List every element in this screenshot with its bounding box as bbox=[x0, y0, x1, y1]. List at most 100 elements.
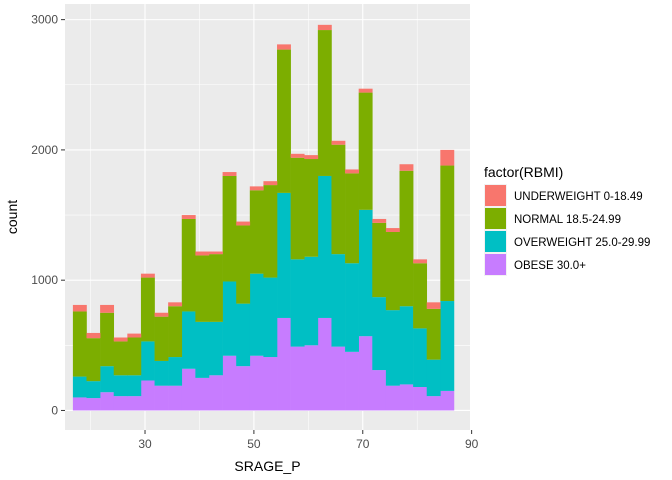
bar-segment bbox=[426, 308, 441, 360]
bar-segment bbox=[208, 321, 223, 376]
bar-segment bbox=[113, 375, 128, 397]
bar-segment bbox=[290, 346, 305, 411]
bar-segment bbox=[277, 192, 291, 318]
bar-segment bbox=[345, 351, 359, 411]
bar-segment bbox=[249, 190, 264, 274]
bar-segment bbox=[154, 316, 169, 361]
bar-segment bbox=[263, 181, 278, 186]
x-tick-label: 30 bbox=[138, 437, 152, 451]
bar-segment bbox=[236, 221, 251, 226]
legend-swatch bbox=[485, 208, 506, 229]
bar-segment bbox=[72, 311, 87, 377]
bar-segment bbox=[222, 172, 237, 176]
bar-segment bbox=[208, 251, 223, 255]
bar-segment bbox=[331, 144, 346, 255]
bar-segment bbox=[385, 231, 400, 311]
bar-segment bbox=[181, 215, 196, 219]
bar-segment bbox=[345, 169, 359, 174]
x-tick-label: 90 bbox=[465, 437, 479, 451]
bar-segment bbox=[86, 332, 101, 339]
bar-segment bbox=[372, 297, 387, 371]
bar-segment bbox=[168, 306, 183, 358]
bar-segment bbox=[154, 385, 169, 411]
bar-segment bbox=[331, 346, 346, 411]
x-axis-title: SRAGE_P bbox=[234, 458, 300, 474]
bar-segment bbox=[358, 209, 373, 337]
legend-item: NORMAL 18.5-24.99 bbox=[484, 207, 621, 230]
bar-segment bbox=[317, 317, 332, 411]
y-tick-label: 1000 bbox=[31, 273, 58, 287]
bar-segment bbox=[372, 370, 387, 411]
bar-segment bbox=[113, 396, 128, 411]
bar-segment bbox=[263, 277, 278, 358]
legend-title: factor(RBMI) bbox=[484, 164, 563, 180]
bar-segment bbox=[372, 218, 387, 223]
bar-segment bbox=[113, 341, 128, 376]
bar-segment bbox=[413, 263, 428, 329]
bar-segment bbox=[290, 259, 305, 347]
bar-segment bbox=[290, 157, 305, 260]
bar-segment bbox=[222, 355, 237, 411]
bar-segment bbox=[372, 222, 387, 298]
bar-segment bbox=[399, 164, 414, 171]
legend-item: OVERWEIGHT 25.0-29.99 bbox=[484, 230, 650, 253]
bar-segment bbox=[277, 44, 291, 50]
bar-segment bbox=[345, 173, 359, 264]
series-normal-18-5-24-99 bbox=[72, 30, 455, 382]
bar-segment bbox=[263, 185, 278, 278]
bar-segment bbox=[208, 254, 223, 322]
bar-segment bbox=[413, 259, 428, 264]
legend-swatch bbox=[485, 254, 506, 275]
bar-segment bbox=[304, 256, 319, 346]
bar-segment bbox=[399, 384, 414, 411]
bar-segment bbox=[140, 273, 155, 278]
bar-segment bbox=[127, 375, 142, 397]
legend-swatch bbox=[485, 231, 506, 252]
bar-segment bbox=[440, 301, 455, 391]
bar-segment bbox=[140, 380, 155, 411]
bar-segment bbox=[317, 24, 332, 31]
bar-segment bbox=[385, 310, 400, 386]
legend-label: OBESE 30.0+ bbox=[514, 260, 586, 272]
bar-segment bbox=[195, 321, 210, 378]
legend-swatch bbox=[485, 185, 506, 206]
x-tick-label: 50 bbox=[247, 437, 261, 451]
legend-item: UNDERWEIGHT 0-18.49 bbox=[484, 184, 643, 207]
bar-segment bbox=[72, 397, 87, 411]
bar-segment bbox=[222, 281, 237, 356]
bar-segment bbox=[317, 175, 332, 318]
bar-segment bbox=[277, 317, 291, 411]
bar-segment bbox=[181, 311, 196, 369]
y-tick-label: 2000 bbox=[31, 143, 58, 157]
legend-item: OBESE 30.0+ bbox=[484, 253, 586, 276]
bar-segment bbox=[72, 376, 87, 398]
bar-segment bbox=[100, 366, 115, 393]
bar-segment bbox=[195, 377, 210, 411]
bar-segment bbox=[72, 304, 87, 312]
bar-segment bbox=[277, 49, 291, 193]
legend: factor(RBMI) UNDERWEIGHT 0-18.49 NORMAL 1… bbox=[484, 164, 650, 276]
bar-segment bbox=[181, 218, 196, 312]
bar-segment bbox=[385, 228, 400, 232]
bar-segment bbox=[154, 312, 169, 317]
bar-segment bbox=[86, 338, 101, 382]
bar-segment bbox=[86, 381, 101, 399]
bar-segment bbox=[440, 149, 455, 166]
bar-segment bbox=[399, 306, 414, 385]
bar-segment bbox=[399, 170, 414, 307]
bar-segment bbox=[249, 355, 264, 411]
bar-segment bbox=[358, 88, 373, 93]
bar-segment bbox=[86, 398, 101, 411]
x-tick-label: 70 bbox=[356, 437, 370, 451]
bar-segment bbox=[195, 255, 210, 322]
bar-segment bbox=[113, 337, 128, 342]
y-tick-label: 0 bbox=[51, 403, 58, 417]
series-obese-30-0 bbox=[72, 317, 455, 411]
series-overweight-25-0-29-99 bbox=[72, 175, 455, 399]
legend-label: OVERWEIGHT 25.0-29.99 bbox=[514, 237, 650, 249]
bar-segment bbox=[100, 392, 115, 411]
bar-segment bbox=[385, 385, 400, 411]
y-tick-label: 3000 bbox=[31, 13, 58, 27]
bars bbox=[72, 24, 455, 411]
